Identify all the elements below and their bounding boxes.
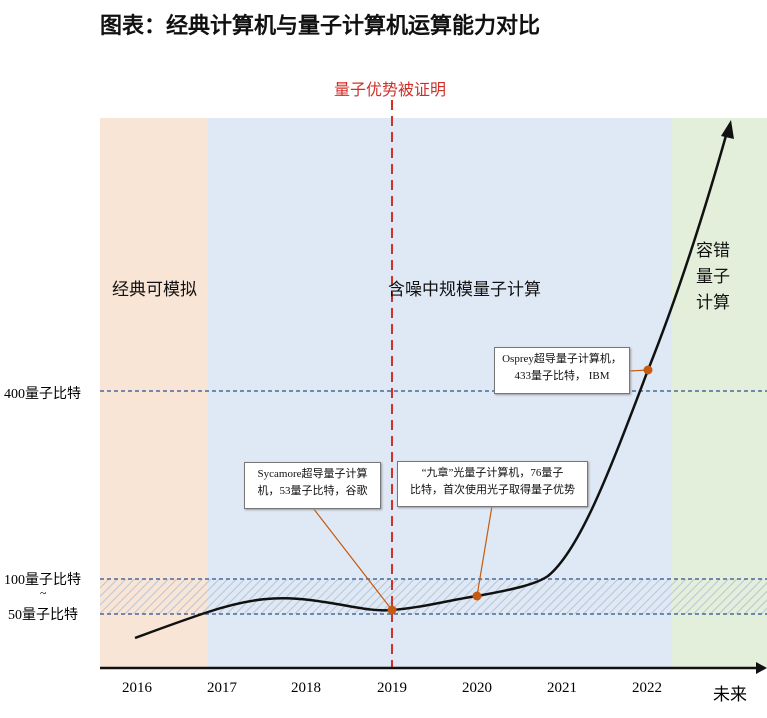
leader-jiuzhang [476, 505, 493, 597]
x-label-2018: 2018 [291, 680, 321, 696]
annotation-line: Sycamore超导量子计算 [257, 468, 368, 480]
milestone-label: 量子优势被证明 [334, 80, 447, 99]
y-label-50: 50量子比特 [8, 608, 78, 623]
leader-sycamore [312, 507, 393, 611]
region-classical [100, 118, 208, 668]
annotation-line: Osprey超导量子计算机， [502, 353, 622, 365]
x-label-2019: 2019 [377, 680, 407, 696]
y-label-100: 100量子比特 [4, 573, 81, 588]
chart-title: 图表：经典计算机与量子计算机运算能力对比 [100, 14, 541, 39]
x-label-future: 未来 [713, 685, 747, 705]
y-label-400: 400量子比特 [4, 387, 81, 402]
annotation-line: “九章”光量子计算机，76量子 [421, 467, 564, 479]
annotation-sycamore: Sycamore超导量子计算 机，53量子比特，谷歌 [244, 462, 381, 509]
marker-osprey [643, 365, 653, 375]
x-label-2016: 2016 [122, 680, 152, 696]
annotation-jiuzhang: “九章”光量子计算机，76量子 比特，首次使用光子取得量子优势 [397, 461, 588, 507]
hatched-band [100, 579, 767, 614]
x-label-2021: 2021 [547, 680, 577, 696]
marker-sycamore [387, 605, 397, 615]
region-label-nisq: 含噪中规模量子计算 [388, 280, 541, 300]
annotation-line: 433量子比特， IBM [514, 370, 610, 382]
annotation-line: 机，53量子比特，谷歌 [257, 485, 368, 497]
curve-arrow-icon [721, 120, 734, 139]
x-label-2022: 2022 [632, 680, 662, 696]
x-label-2017: 2017 [207, 680, 237, 696]
x-label-2020: 2020 [462, 680, 492, 696]
annotation-osprey: Osprey超导量子计算机， 433量子比特， IBM [494, 347, 630, 394]
x-axis-arrow-icon [756, 662, 767, 674]
region-label-classical: 经典可模拟 [112, 280, 197, 300]
y-label-tilde: ~ [40, 586, 47, 600]
annotation-line: 比特，首次使用光子取得量子优势 [410, 484, 575, 496]
region-label-fault-tolerant: 容错 量子 计算 [696, 241, 730, 313]
region-fault-tolerant [672, 118, 767, 668]
marker-jiuzhang [472, 591, 482, 601]
